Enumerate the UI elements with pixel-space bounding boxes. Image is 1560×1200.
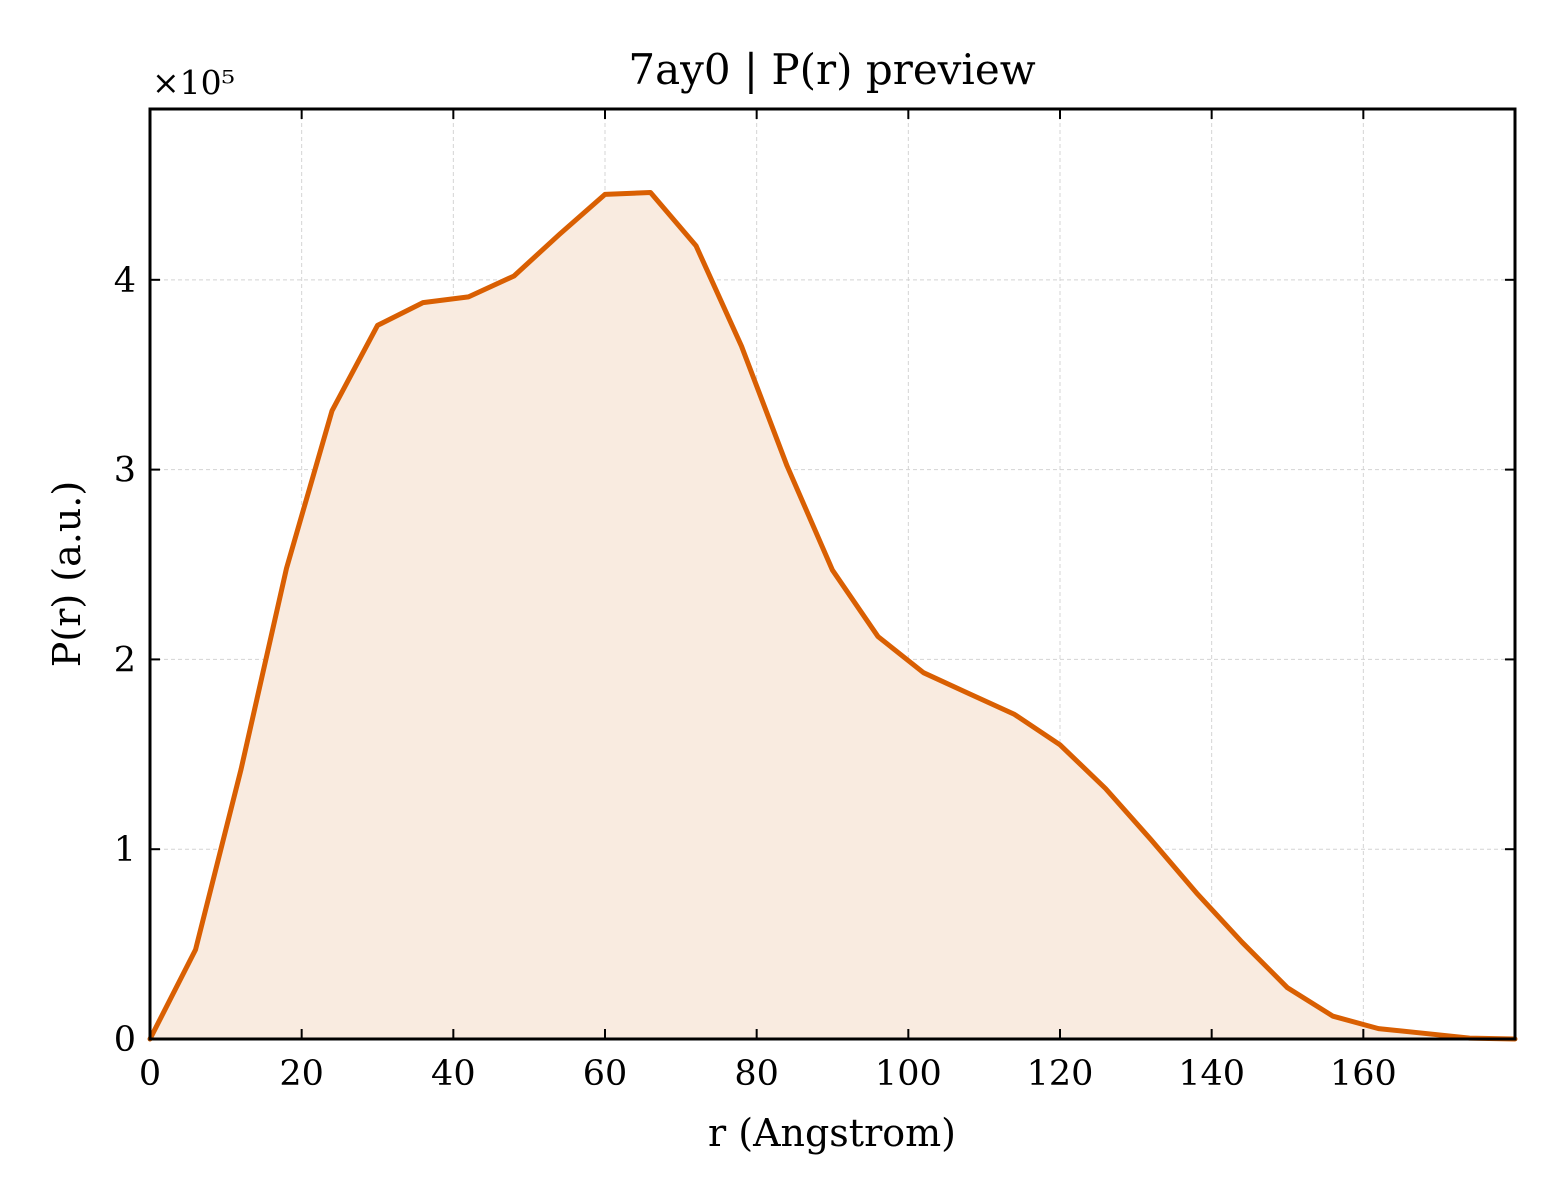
plot-area <box>147 190 1518 1042</box>
y-tick-label: 0 <box>114 1020 136 1060</box>
y-tick-label: 4 <box>114 261 136 301</box>
y-tick-label: 1 <box>114 830 136 870</box>
y-tick-label: 3 <box>114 451 136 491</box>
x-tick-label: 20 <box>279 1054 324 1094</box>
ticks: 0 20 40 60 80 100 120 140 160 0 1 2 3 4 <box>114 109 1515 1094</box>
x-axis-label: r (Angstrom) <box>708 1111 956 1155</box>
series-line <box>147 190 1518 1042</box>
x-tick-label: 0 <box>139 1054 161 1094</box>
x-tick-label: 40 <box>431 1054 476 1094</box>
axes-frame <box>148 107 1517 1041</box>
x-tick-label: 160 <box>1330 1054 1397 1094</box>
x-tick-label: 80 <box>734 1054 779 1094</box>
x-tick-label: 140 <box>1178 1054 1245 1094</box>
chart-title: 7ay0 | P(r) preview <box>628 45 1035 94</box>
series-area-fill <box>150 192 1515 1039</box>
y-tick-label: 2 <box>114 640 136 680</box>
x-tick-label: 60 <box>583 1054 628 1094</box>
y-axis-label: P(r) (a.u.) <box>45 481 89 667</box>
y-multiplier-label: ×10⁵ <box>152 63 235 102</box>
x-tick-label: 120 <box>1027 1054 1094 1094</box>
x-tick-label: 100 <box>875 1054 942 1094</box>
